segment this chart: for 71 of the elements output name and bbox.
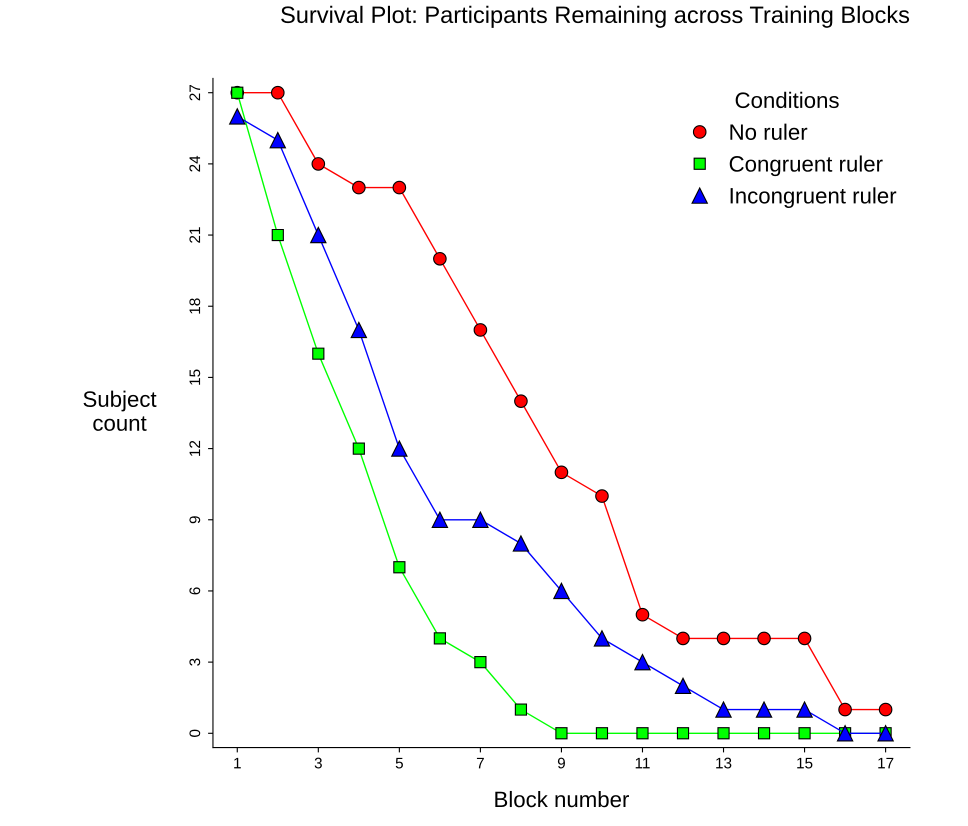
point [798,632,812,646]
point [676,632,690,646]
y-tick-label: 3 [189,658,200,666]
x-tick-label: 13 [716,758,732,768]
point [636,608,650,622]
point [270,86,285,100]
point [674,678,692,694]
y-tick-label: 12 [189,440,200,456]
point [596,727,608,740]
point [433,252,447,266]
point [555,727,568,740]
y-tick-label: 24 [189,156,200,172]
y-tick-label: 15 [190,370,200,385]
y-tick-label: 9 [189,516,200,524]
point [312,157,326,171]
point [717,727,730,740]
y-axis-title: Subject count [84,390,156,431]
point [391,440,408,457]
point [594,630,610,647]
point [553,582,570,600]
point [838,702,852,716]
point [716,632,730,646]
y-tick-label: 27 [189,84,200,100]
point [474,656,487,668]
x-tick-label: 17 [878,758,894,768]
legend-label: Incongruent ruler [730,187,896,208]
point [595,489,609,503]
legend-title: Conditions [736,92,839,108]
point [514,394,528,408]
y-tick-label: 0 [189,730,200,737]
point [634,654,651,670]
point [229,108,246,125]
point [352,442,365,455]
x-tick-label: 9 [558,758,565,768]
y-tick-label: 21 [189,227,200,243]
point [310,226,327,244]
point [676,727,690,740]
point [432,512,448,528]
point [757,632,771,646]
point [512,535,530,552]
y-tick-label: 6 [189,587,200,594]
point [472,512,489,528]
point [434,632,446,645]
point [878,702,892,716]
chart-title: Survival Plot: Participants Remaining across Training Blocks [281,6,910,28]
point [796,701,813,718]
x-tick-label: 3 [314,758,322,768]
point [636,727,649,740]
point [312,348,324,360]
point [554,466,568,480]
point [758,727,770,740]
x-tick-label: 5 [396,758,403,768]
point [393,561,406,574]
point [270,132,286,148]
point [272,228,284,242]
x-tick-label: 1 [234,758,241,768]
point [756,701,772,718]
point [798,727,811,740]
y-tick-label: 18 [189,298,200,314]
point [350,322,368,338]
legend-label: Congruent ruler [730,155,883,176]
x-tick-label: 7 [476,758,484,768]
point [352,180,366,194]
point [514,703,528,716]
x-tick-label: 15 [797,758,812,768]
point [715,701,732,718]
x-tick-label: 11 [636,758,650,768]
legend-label: No ruler [730,124,808,140]
x-axis-title: Block number [495,790,630,808]
point [392,180,406,194]
point [474,323,488,337]
